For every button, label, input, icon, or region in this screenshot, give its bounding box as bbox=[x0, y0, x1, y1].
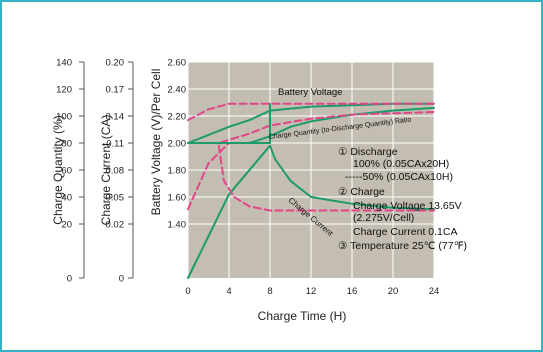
charge-quantity-tick-label: 80 bbox=[61, 139, 72, 150]
series-line-5 bbox=[187, 144, 435, 279]
charge-quantity-tick-label: 140 bbox=[56, 58, 72, 69]
charge-current-tick-label: 0 bbox=[119, 274, 124, 285]
voltage-tick-label: 2.00 bbox=[168, 139, 187, 150]
note-cell-voltage: (2.275V/Cell) bbox=[353, 212, 414, 224]
series-line-7 bbox=[187, 102, 271, 144]
note-charge: ② Charge bbox=[338, 186, 385, 198]
charge-current-axis-title: Charge Current (CA) bbox=[99, 115, 113, 226]
voltage-tick-label: 1.60 bbox=[168, 193, 187, 204]
x-tick-label: 0 bbox=[185, 286, 190, 297]
charge-quantity-tick-label: 20 bbox=[61, 220, 72, 231]
charge-current-tick-label: 0.05 bbox=[106, 193, 125, 204]
voltage-tick-label: 2.60 bbox=[168, 58, 187, 69]
series-line-8 bbox=[217, 144, 435, 212]
note-discharge: ① Discharge bbox=[338, 146, 398, 158]
note-temperature: ③ Temperature 25℃ (77℉) bbox=[338, 240, 467, 252]
charge-quantity-tick-label: 60 bbox=[61, 166, 72, 177]
charge-current-tick-label: 0.20 bbox=[106, 58, 125, 69]
x-tick-label: 12 bbox=[306, 286, 317, 297]
x-tick-label: 4 bbox=[226, 286, 231, 297]
x-tick-label: 16 bbox=[347, 286, 358, 297]
charge-quantity-tick-label: 100 bbox=[56, 112, 72, 123]
battery-voltage-label: Battery Voltage bbox=[278, 87, 342, 98]
voltage-tick-label: 1.40 bbox=[168, 220, 187, 231]
x-axis-title: Charge Time (H) bbox=[258, 309, 347, 323]
charge-current-tick-label: 0.08 bbox=[106, 166, 125, 177]
note-charge-voltage: Charge Voltage 13.65V bbox=[353, 200, 462, 212]
charge-quantity-axis-title: Charge Quantity (%) bbox=[51, 115, 65, 224]
charge-quantity-tick-label: 40 bbox=[61, 193, 72, 204]
charge-quantity-tick-label: 0 bbox=[67, 274, 72, 285]
charge-current-tick-label: 0.11 bbox=[106, 139, 124, 150]
charge-current-tick-label: 0.17 bbox=[106, 85, 125, 96]
x-tick-label: 20 bbox=[388, 286, 399, 297]
x-tick-label: 8 bbox=[267, 286, 272, 297]
battery-voltage-axis-title: Battery Voltage (V)/Per Cell bbox=[149, 69, 163, 216]
charge-quantity-tick-label: 120 bbox=[56, 85, 72, 96]
voltage-tick-label: 2.20 bbox=[168, 112, 187, 123]
voltage-tick-label: 2.40 bbox=[168, 85, 187, 96]
series-line-4 bbox=[187, 111, 435, 144]
x-tick-label: 24 bbox=[429, 286, 440, 297]
note-discharge-50: -----50% (0.05CAx10H) bbox=[345, 171, 453, 183]
note-discharge-100: 100% (0.05CAx20H) bbox=[353, 158, 449, 170]
voltage-tick-label: 1.80 bbox=[168, 166, 187, 177]
note-charge-current: Charge Current 0.1CA bbox=[353, 226, 457, 238]
charge-current-tick-label: 0.02 bbox=[106, 220, 125, 231]
charge-current-tick-label: 0.14 bbox=[106, 112, 125, 123]
series-line-2 bbox=[187, 102, 435, 122]
